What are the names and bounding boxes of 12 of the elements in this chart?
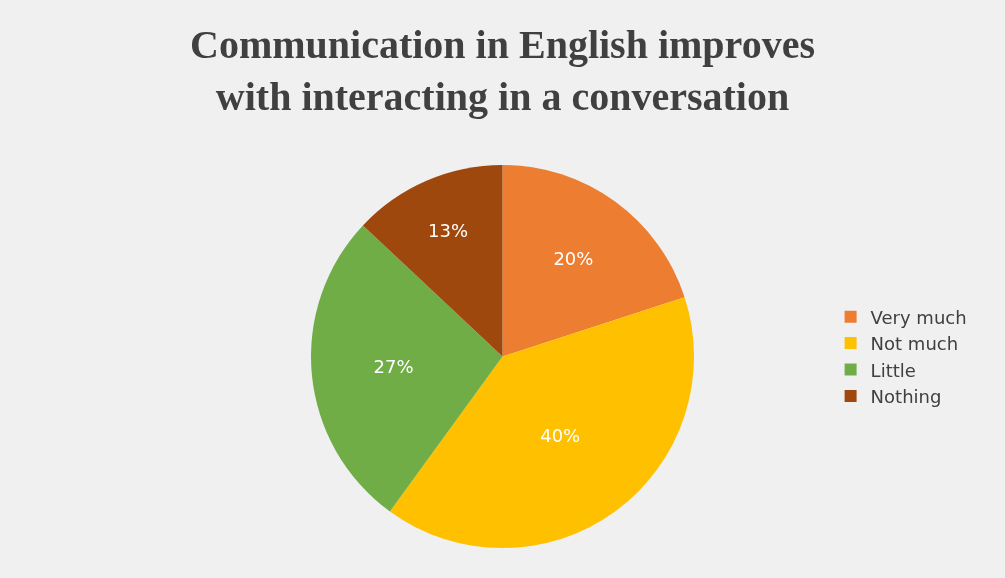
pie-slice [311, 225, 503, 512]
data-label: 20% [553, 248, 594, 270]
data-label: 27% [373, 356, 414, 378]
legend-label: Not much [870, 333, 959, 355]
legend-label: Little [870, 359, 916, 381]
data-label: 13% [428, 220, 469, 242]
chart-title: Communication in English improves with interacting in a conversation [190, 21, 815, 119]
legend-label: Nothing [870, 385, 942, 407]
data-label: 40% [540, 425, 581, 447]
pie-slice [362, 165, 503, 357]
legend-label: Very much [870, 306, 967, 328]
pie-slice [502, 165, 685, 357]
